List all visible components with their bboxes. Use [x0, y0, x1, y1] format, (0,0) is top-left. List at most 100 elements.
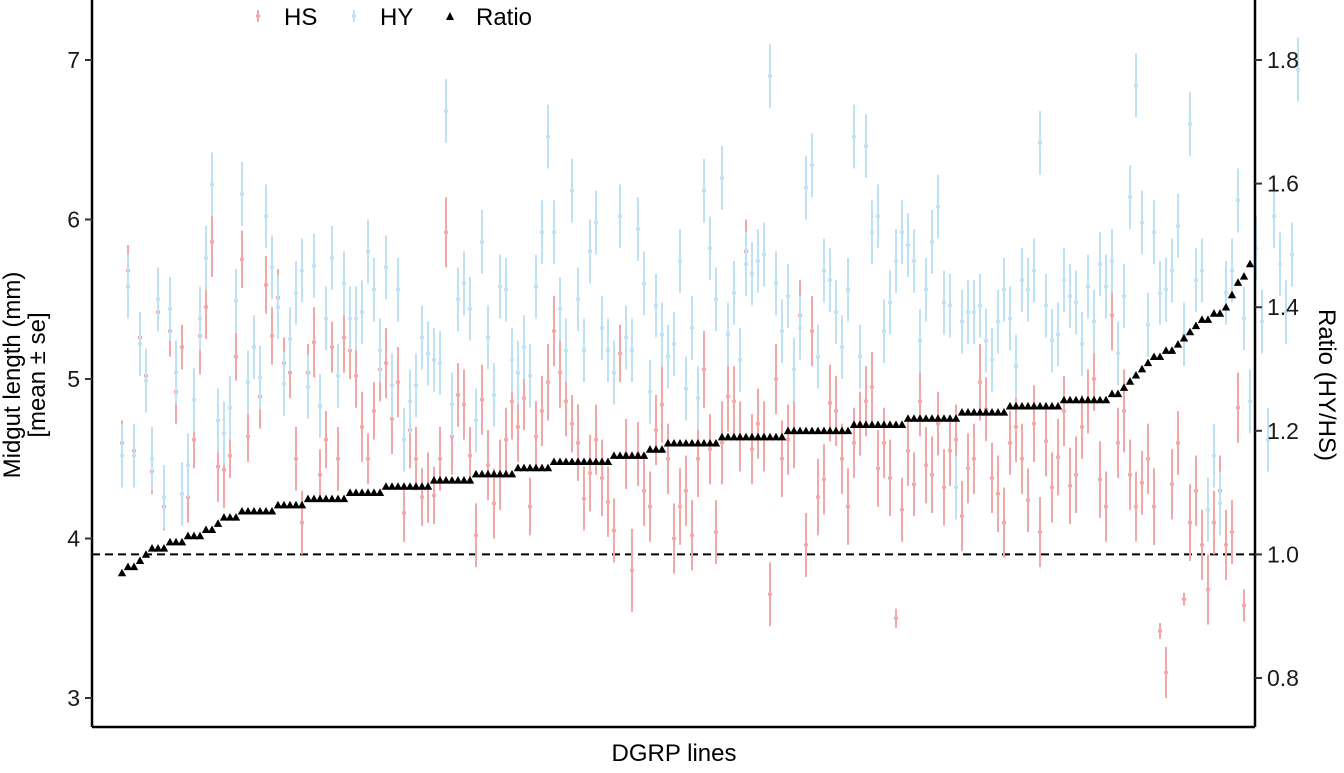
- hy-point: [725, 332, 731, 337]
- hy-point: [527, 373, 533, 379]
- hs-point: [1121, 408, 1127, 414]
- hs-point: [227, 453, 233, 458]
- ratio-point: [129, 562, 139, 571]
- hs-point: [593, 437, 599, 442]
- ratio-point: [1113, 389, 1123, 398]
- hs-point: [473, 533, 479, 538]
- hy-point: [677, 258, 683, 264]
- ratio-point: [147, 544, 157, 552]
- ratio-point: [1131, 370, 1141, 379]
- hy-point: [437, 360, 443, 366]
- hy-point: [1283, 309, 1289, 315]
- ratio-point: [1065, 395, 1075, 404]
- hs-point: [1169, 482, 1175, 487]
- ratio-point: [615, 451, 625, 459]
- hs-point: [1109, 313, 1115, 318]
- hy-point: [347, 316, 353, 321]
- hs-point: [1157, 628, 1163, 634]
- hs-point: [629, 568, 635, 573]
- hs-point: [869, 384, 875, 390]
- ratio-point: [1089, 395, 1099, 404]
- hs-point: [1127, 472, 1133, 477]
- ratio-point: [915, 414, 925, 422]
- ratio-point: [1185, 327, 1195, 336]
- hy-point: [155, 297, 161, 302]
- hy-point: [1073, 300, 1079, 305]
- hy-point: [461, 281, 467, 286]
- hy-point: [935, 204, 941, 209]
- hy-point: [1139, 220, 1145, 225]
- hy-point: [701, 188, 707, 193]
- hs-point: [899, 507, 905, 512]
- ratio-point: [819, 426, 829, 435]
- hy-point: [665, 354, 671, 359]
- hy-point: [323, 316, 329, 321]
- hs-point: [611, 528, 617, 533]
- hs-point: [653, 427, 659, 433]
- ratio-point: [1053, 401, 1063, 410]
- ratio-point: [1179, 333, 1189, 342]
- hy-point: [1013, 364, 1019, 369]
- hs-point: [719, 440, 725, 445]
- hy-point: [1007, 316, 1013, 321]
- hs-point: [1103, 504, 1109, 509]
- hy-point: [1109, 258, 1115, 264]
- hy-point: [317, 403, 323, 409]
- ratio-point: [1125, 377, 1135, 385]
- hy-point: [875, 214, 881, 219]
- hy-point: [1151, 230, 1157, 235]
- hy-point: [821, 268, 827, 273]
- hy-point: [881, 328, 887, 334]
- hy-point: [185, 462, 191, 468]
- hy-point: [1175, 223, 1181, 229]
- hs-point: [1163, 670, 1169, 675]
- hy-point: [275, 305, 281, 310]
- legend-label-hs: HS: [284, 4, 317, 31]
- y2-tick-label: 1.0: [1267, 541, 1299, 567]
- ratio-point: [447, 476, 457, 484]
- hs-point: [893, 616, 899, 621]
- ratio-point: [135, 556, 145, 564]
- hs-point: [1007, 440, 1013, 445]
- ratio-point: [267, 506, 277, 515]
- ratio-point: [1221, 303, 1231, 311]
- ratio-point: [999, 408, 1009, 416]
- hy-point: [413, 383, 419, 388]
- hs-point: [581, 496, 587, 501]
- ratio-point: [681, 438, 691, 447]
- hs-point: [485, 462, 491, 468]
- ratio-point: [939, 414, 949, 422]
- ratio-point: [1209, 309, 1219, 317]
- y-tick-label: 7: [67, 47, 80, 73]
- ratio-point: [633, 451, 643, 459]
- ratio-point: [765, 432, 775, 441]
- hy-point: [695, 395, 701, 401]
- ratio-point: [357, 488, 367, 496]
- hy-point: [143, 378, 149, 383]
- y2-tick-label: 1.6: [1267, 171, 1299, 197]
- hy-point: [203, 255, 209, 260]
- ratio-point: [393, 482, 403, 490]
- ratio-point: [285, 500, 295, 509]
- ratio-point: [201, 525, 211, 534]
- hy-point: [977, 303, 983, 308]
- hy-point: [929, 239, 935, 245]
- hy-point: [1229, 268, 1235, 273]
- hy-point: [473, 418, 479, 423]
- hs-point: [839, 456, 845, 461]
- hy-point: [335, 373, 341, 379]
- hy-point: [1211, 453, 1217, 458]
- hy-point: [389, 383, 395, 388]
- hs-point: [1043, 439, 1049, 444]
- hy-point: [257, 375, 263, 380]
- ratio-point: [459, 476, 469, 484]
- hy-point: [1031, 268, 1037, 273]
- ratio-point: [1245, 259, 1255, 268]
- hy-point: [659, 332, 665, 337]
- hs-point: [269, 333, 275, 339]
- hs-point: [221, 467, 227, 473]
- ratio-point: [429, 476, 439, 484]
- hs-point: [689, 533, 695, 538]
- hy-point: [215, 418, 221, 423]
- hy-point: [485, 335, 491, 340]
